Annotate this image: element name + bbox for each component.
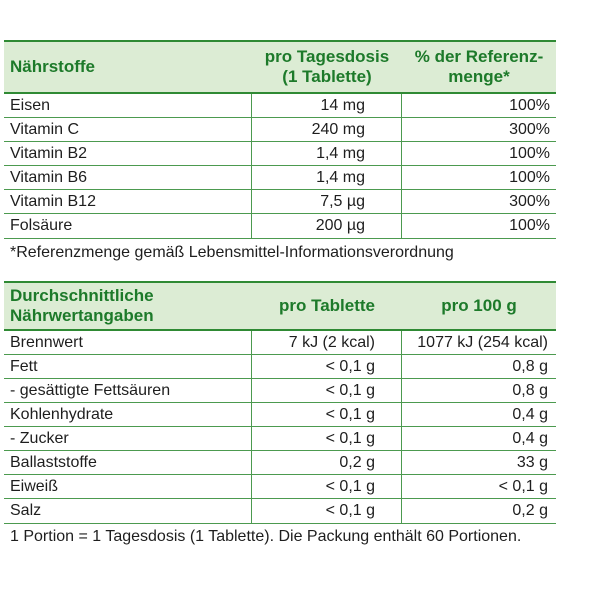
nutrition-table-header: Durchschnittliche Nährwertangaben pro Ta… bbox=[4, 281, 556, 331]
nutrient-name: Eisen bbox=[4, 94, 252, 117]
nutrient-percent: 100% bbox=[509, 168, 550, 186]
dose-header-line1: pro Tagesdosis bbox=[264, 47, 390, 66]
nutrient-percent: 300% bbox=[509, 192, 550, 210]
nutrition-per-100g: 0,4 g bbox=[512, 429, 548, 447]
nutrition-per-tablet: < 0,1 g bbox=[252, 403, 402, 426]
nutrient-percent: 100% bbox=[509, 217, 550, 234]
nutrition-header-per-100g: pro 100 g bbox=[441, 296, 517, 315]
nutrition-per-tablet: 7 kJ (2 kcal) bbox=[252, 331, 402, 354]
table-row: - gesättigte Fettsäuren < 0,1 g 0,8 g bbox=[4, 379, 556, 403]
table-row: Eiweiß < 0,1 g < 0,1 g bbox=[4, 475, 556, 499]
nutrient-amount: 200 µg bbox=[252, 214, 402, 238]
nutrition-per-100g: 0,2 g bbox=[512, 502, 548, 519]
table-row: Salz < 0,1 g 0,2 g bbox=[4, 499, 556, 523]
nutrient-percent: 100% bbox=[509, 144, 550, 162]
table-row: Folsäure 200 µg 100% bbox=[4, 214, 556, 238]
table-row: Fett < 0,1 g 0,8 g bbox=[4, 355, 556, 379]
nutrition-name: - Zucker bbox=[4, 427, 252, 450]
nutrition-per-100g: 33 g bbox=[516, 453, 548, 471]
nutrition-per-100g: 0,4 g bbox=[512, 405, 548, 423]
nutrient-amount: 14 mg bbox=[252, 94, 402, 117]
nutrients-header-dose: pro Tagesdosis (1 Tablette) bbox=[252, 47, 402, 87]
table-row: Vitamin C 240 mg 300% bbox=[4, 118, 556, 142]
nutrient-amount: 240 mg bbox=[252, 118, 402, 141]
nutrient-name: Folsäure bbox=[4, 214, 252, 238]
portion-footnote: 1 Portion = 1 Tagesdosis (1 Tablette). D… bbox=[4, 523, 556, 550]
nutrients-table-header: Nährstoffe pro Tagesdosis (1 Tablette) %… bbox=[4, 40, 556, 94]
nutrient-name: Vitamin C bbox=[4, 118, 252, 141]
table-row: Eisen 14 mg 100% bbox=[4, 94, 556, 118]
nutrition-per-tablet: < 0,1 g bbox=[252, 379, 402, 402]
nutrition-per-tablet: < 0,1 g bbox=[252, 355, 402, 378]
table-row: Vitamin B6 1,4 mg 100% bbox=[4, 166, 556, 190]
nutrition-header-name: Durchschnittliche Nährwertangaben bbox=[4, 286, 252, 326]
nutrition-per-100g: < 0,1 g bbox=[498, 477, 548, 495]
table-row: Kohlenhydrate < 0,1 g 0,4 g bbox=[4, 403, 556, 427]
reference-header-line1: % der Referenz- bbox=[414, 47, 544, 66]
reference-footnote: *Referenzmenge gemäß Lebensmittel-Inform… bbox=[4, 238, 556, 267]
nutrition-name: - gesättigte Fettsäuren bbox=[4, 379, 252, 402]
nutrition-table-body: Brennwert 7 kJ (2 kcal) 1077 kJ (254 kca… bbox=[4, 331, 556, 523]
table-row: Vitamin B2 1,4 mg 100% bbox=[4, 142, 556, 166]
table-row: Brennwert 7 kJ (2 kcal) 1077 kJ (254 kca… bbox=[4, 331, 556, 355]
dose-header-line2: (1 Tablette) bbox=[282, 67, 372, 86]
nutrition-name: Fett bbox=[4, 355, 252, 378]
nutrition-name: Eiweiß bbox=[4, 475, 252, 498]
nutrition-name: Ballaststoffe bbox=[4, 451, 252, 474]
nutrition-header-per-tablet: pro Tablette bbox=[278, 296, 376, 315]
nutrition-header-line2: Nährwertangaben bbox=[10, 306, 154, 325]
nutrient-amount: 1,4 mg bbox=[252, 166, 402, 189]
nutrition-per-tablet: 0,2 g bbox=[252, 451, 402, 474]
nutrition-label: Nährstoffe pro Tagesdosis (1 Tablette) %… bbox=[4, 40, 556, 550]
nutrition-per-100g: 0,8 g bbox=[512, 357, 548, 375]
nutrition-per-tablet: < 0,1 g bbox=[252, 427, 402, 450]
nutrient-name: Vitamin B12 bbox=[4, 190, 252, 213]
nutrient-name: Vitamin B6 bbox=[4, 166, 252, 189]
table-row: Ballaststoffe 0,2 g 33 g bbox=[4, 451, 556, 475]
nutrition-name: Brennwert bbox=[4, 331, 252, 354]
nutrients-header-name: Nährstoffe bbox=[10, 57, 96, 76]
table-row: Vitamin B12 7,5 µg 300% bbox=[4, 190, 556, 214]
nutrients-table-body: Eisen 14 mg 100% Vitamin C 240 mg 300% V… bbox=[4, 94, 556, 238]
nutrition-per-tablet: < 0,1 g bbox=[252, 475, 402, 498]
nutrition-name: Kohlenhydrate bbox=[4, 403, 252, 426]
reference-header-line2: menge* bbox=[448, 67, 510, 86]
nutrient-amount: 1,4 mg bbox=[252, 142, 402, 165]
nutrients-header-reference: % der Referenz- menge* bbox=[402, 47, 556, 87]
nutrient-percent: 300% bbox=[509, 120, 550, 138]
nutrition-per-100g: 1077 kJ (254 kcal) bbox=[417, 333, 548, 351]
nutrient-amount: 7,5 µg bbox=[252, 190, 402, 213]
nutrition-per-100g: 0,8 g bbox=[512, 381, 548, 399]
table-row: - Zucker < 0,1 g 0,4 g bbox=[4, 427, 556, 451]
nutrient-percent: 100% bbox=[509, 96, 550, 114]
nutrition-header-line1: Durchschnittliche bbox=[10, 286, 154, 305]
nutrient-name: Vitamin B2 bbox=[4, 142, 252, 165]
nutrition-name: Salz bbox=[4, 499, 252, 523]
nutrition-per-tablet: < 0,1 g bbox=[252, 499, 402, 523]
